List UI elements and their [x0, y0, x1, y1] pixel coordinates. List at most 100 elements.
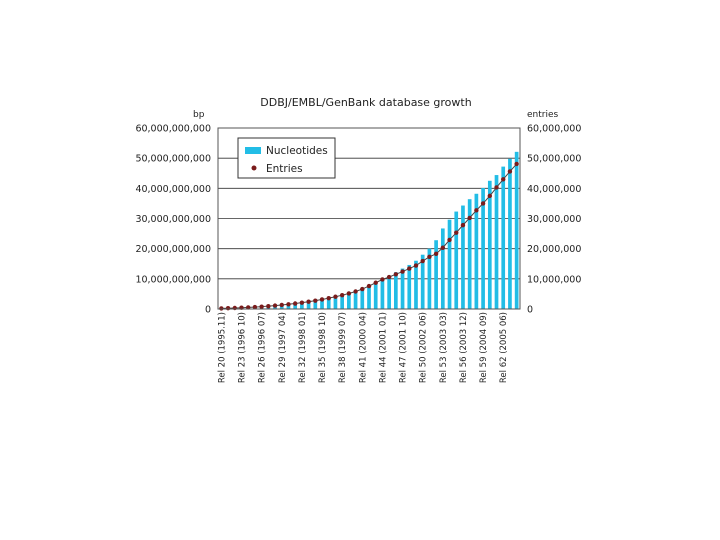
entries-point [427, 254, 432, 260]
nucleotide-bar [393, 272, 398, 309]
plot-frame [217, 127, 521, 310]
nucleotide-bar [300, 302, 304, 309]
nucleotide-bar [380, 279, 385, 309]
legend-label-nucleotides: Nucleotides [266, 145, 328, 157]
entries-point [487, 193, 492, 199]
entries-point [420, 258, 425, 264]
right-y-tick-label: 50,000,000 [527, 154, 581, 165]
entries-point [407, 266, 412, 271]
entries-point [225, 306, 231, 311]
x-tick-label: Rel 47 (2001 10) [399, 312, 409, 383]
entries-point [507, 169, 513, 174]
nucleotide-bar [306, 301, 311, 309]
entries-point [380, 277, 385, 282]
entries-point [272, 303, 278, 308]
entries-point [219, 306, 224, 311]
right-y-tick-label: 20,000,000 [527, 244, 581, 255]
left-y-tick-label: 20,000,000,000 [135, 244, 211, 255]
nucleotide-bar [367, 286, 371, 309]
entries-point [413, 263, 419, 268]
nucleotide-bar [494, 175, 499, 309]
legend-marker-entries [251, 165, 257, 171]
entries-point [373, 280, 378, 285]
nucleotide-bar [487, 180, 492, 309]
x-tick-label: Rel 56 (2003 12) [459, 312, 469, 383]
x-tick-label: Rel 32 (1998 01) [298, 312, 308, 383]
nucleotide-bar [467, 199, 472, 309]
x-tick-label: Rel 62 (2005 06) [499, 312, 509, 383]
nucleotide-bar [340, 295, 345, 309]
x-tick-label: Rel 29 (1997 04) [278, 312, 288, 383]
entries-point [480, 201, 486, 206]
entries-point [326, 295, 331, 301]
x-tick-label: Rel 50 (2002 06) [419, 312, 429, 383]
entries-point [440, 245, 446, 250]
x-tick-label: Rel 41 (2000 04) [358, 312, 368, 383]
entries-point [232, 305, 237, 311]
nucleotide-bar [360, 289, 365, 309]
x-tick-label: Rel 59 (2004 09) [479, 312, 489, 383]
entries-point [447, 237, 452, 243]
nucleotide-bar [373, 282, 378, 309]
nucleotide-bar [313, 300, 318, 309]
entries-point [366, 283, 372, 289]
entries-point [292, 301, 298, 306]
entries-point [393, 272, 399, 277]
entries-point [339, 292, 345, 298]
left-y-tick-label: 40,000,000,000 [135, 184, 211, 195]
right-y-tick-label: 30,000,000 [527, 214, 581, 225]
entries-point [286, 302, 291, 307]
right-y-tick-label: 60,000,000 [527, 124, 581, 135]
nucleotide-bar [481, 188, 485, 309]
entries-point [400, 269, 405, 274]
nucleotide-bar [474, 193, 479, 309]
entries-point [501, 177, 506, 182]
nucleotide-bar [440, 228, 445, 309]
right-y-tick-label: 40,000,000 [527, 184, 581, 195]
entries-point [299, 300, 305, 305]
entries-point [279, 302, 284, 308]
left-y-tick-label: 60,000,000,000 [135, 124, 211, 135]
entries-point [454, 230, 459, 235]
legend-label-entries: Entries [266, 163, 303, 175]
nucleotide-bar [387, 275, 391, 309]
right-y-tick-label: 0 [527, 305, 533, 316]
entries-point [266, 303, 271, 309]
entries-point [514, 161, 519, 167]
legend-box [237, 137, 336, 179]
nucleotide-bar [414, 260, 418, 309]
nucleotide-bar [353, 291, 358, 309]
x-tick-label: Rel 23 (1996 10) [237, 312, 247, 383]
x-tick-label: Rel 53 (2003 03) [439, 312, 449, 383]
nucleotide-bar [400, 268, 405, 309]
entries-point [346, 291, 352, 296]
entries-point [494, 185, 499, 190]
left-axis-unit-label: bp [193, 110, 205, 120]
nucleotide-bar [447, 219, 452, 309]
entries-point [252, 304, 258, 310]
nucleotide-bar [461, 205, 465, 309]
entries-point [467, 215, 472, 221]
entries-point [333, 294, 338, 299]
left-y-tick-label: 10,000,000,000 [135, 274, 211, 285]
entries-point [460, 222, 466, 228]
left-y-tick-label: 0 [205, 305, 211, 316]
nucleotide-bars [219, 151, 519, 309]
entries-point [306, 299, 311, 304]
nucleotide-bar [420, 254, 425, 309]
right-y-axis: 0 10,000,000 20,000,000 30,000,000 40,000,00… [527, 124, 581, 316]
entries-point [353, 289, 358, 294]
nucleotide-bar [326, 298, 331, 309]
entries-point [433, 251, 439, 256]
x-tick-label: Rel 35 (1998 10) [318, 312, 328, 383]
nucleotide-bar [434, 240, 438, 309]
nucleotide-bar [427, 248, 432, 309]
left-y-tick-label: 30,000,000,000 [135, 214, 211, 225]
entries-line [219, 161, 519, 311]
chart-title: DDBJ/EMBL/GenBank database growth [260, 96, 471, 109]
nucleotide-bar [333, 296, 338, 309]
entries-point [259, 304, 264, 309]
nucleotide-bar [407, 264, 412, 309]
x-tick-label: Rel 26 (1996 07) [258, 312, 268, 383]
